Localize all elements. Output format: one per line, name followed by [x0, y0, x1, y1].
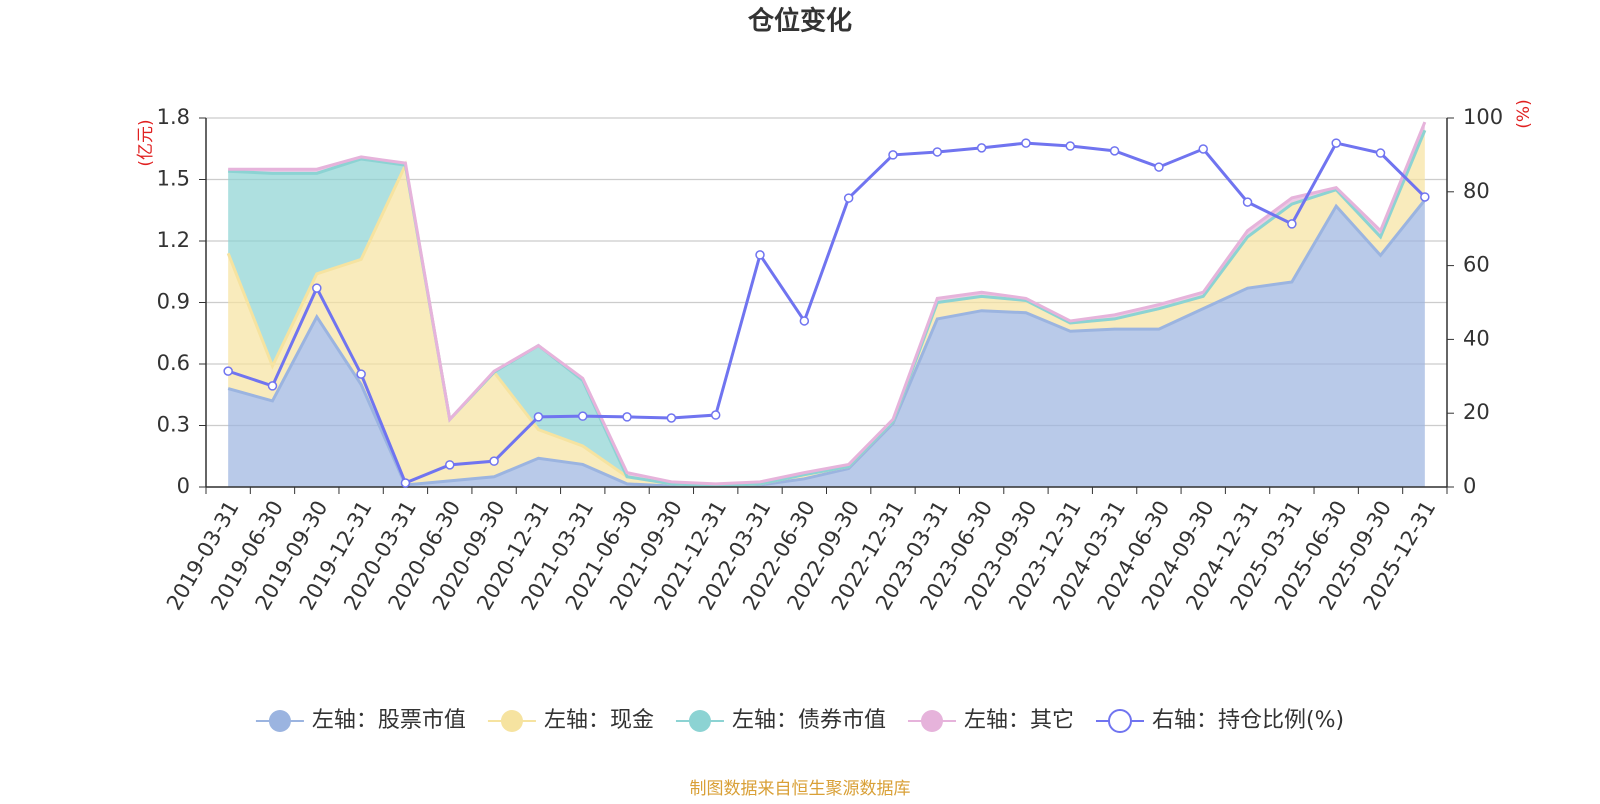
legend-marker: [500, 710, 523, 732]
y-tick-label: 0.3: [157, 413, 190, 437]
y2-tick-label: 0: [1463, 474, 1476, 498]
ratio-point: [1021, 138, 1031, 148]
legend-label: 左轴：其它: [964, 708, 1074, 733]
y2-tick-label: 40: [1463, 326, 1490, 350]
ratio-point: [755, 250, 765, 260]
legend-item: 左轴：债券市值: [675, 708, 886, 733]
ratio-point: [445, 460, 455, 470]
ratio-point: [1375, 148, 1386, 158]
ratio-point: [223, 366, 233, 376]
ratio-point: [888, 150, 898, 160]
ratio-point: [710, 410, 721, 420]
legend-marker: [688, 710, 711, 732]
y-axis-label: (亿元): [136, 119, 156, 166]
ratio-point: [666, 413, 677, 423]
y-tick-label: 0: [177, 474, 190, 498]
legend-item: 右轴：持仓比例(%): [1095, 708, 1344, 733]
ratio-point: [622, 412, 632, 422]
legend-label: 左轴：现金: [544, 708, 654, 733]
y-tick-label: 1.2: [157, 228, 190, 252]
ratio-point: [1109, 146, 1120, 156]
ratio-point: [843, 193, 854, 203]
chart-title: 仓位变化: [747, 6, 852, 37]
legend-marker: [920, 710, 943, 732]
ratio-point: [1287, 219, 1297, 229]
legend-label: 左轴：股票市值: [312, 708, 466, 733]
legend-item: 左轴：现金: [487, 708, 654, 733]
ratio-point: [577, 411, 588, 421]
ratio-point: [489, 456, 499, 466]
legend-item: 左轴：其它: [907, 708, 1074, 733]
ratio-point: [932, 147, 943, 157]
y-tick-label: 1.5: [157, 167, 190, 191]
legend-marker: [268, 710, 291, 732]
ratio-point: [533, 412, 544, 422]
ratio-point: [1198, 144, 1208, 154]
y-tick-label: 0.6: [157, 351, 190, 375]
legend-item: 左轴：股票市值: [255, 708, 466, 733]
ratio-point: [1331, 138, 1341, 148]
legend-label: 左轴：债券市值: [732, 708, 886, 733]
ratio-point: [1154, 162, 1164, 172]
ratio-point: [1420, 192, 1430, 202]
ratio-point: [976, 143, 987, 153]
ratio-point: [1242, 197, 1253, 207]
ratio-point: [400, 478, 411, 488]
legend-marker: [1107, 709, 1132, 733]
y-tick-label: 1.8: [157, 105, 190, 129]
y2-tick-label: 20: [1463, 400, 1490, 424]
legend-label: 右轴：持仓比例(%): [1152, 708, 1344, 733]
y2-tick-label: 100: [1463, 105, 1503, 129]
area-line: [227, 199, 1427, 488]
area-fill: [228, 200, 1425, 487]
ratio-line: [227, 141, 1426, 485]
y2-axis-label: (%): [1514, 99, 1534, 128]
y-tick-label: 0.9: [157, 290, 190, 314]
ratio-point: [799, 316, 810, 326]
y2-tick-label: 60: [1463, 253, 1490, 277]
area-fill: [228, 130, 1425, 486]
ratio-point: [312, 283, 322, 293]
ratio-point: [356, 369, 366, 379]
area-line: [228, 121, 1427, 486]
legend: 左轴：股票市值 左轴：现金 左轴：债券市值 左轴：其它 右轴：持仓比例(%): [255, 708, 1344, 733]
ratio-point: [1065, 141, 1076, 151]
y2-tick-label: 80: [1463, 179, 1490, 203]
area-fill: [228, 130, 1425, 486]
source-note: 制图数据来自恒生聚源数据库: [690, 779, 911, 799]
ratio-point: [267, 381, 278, 391]
